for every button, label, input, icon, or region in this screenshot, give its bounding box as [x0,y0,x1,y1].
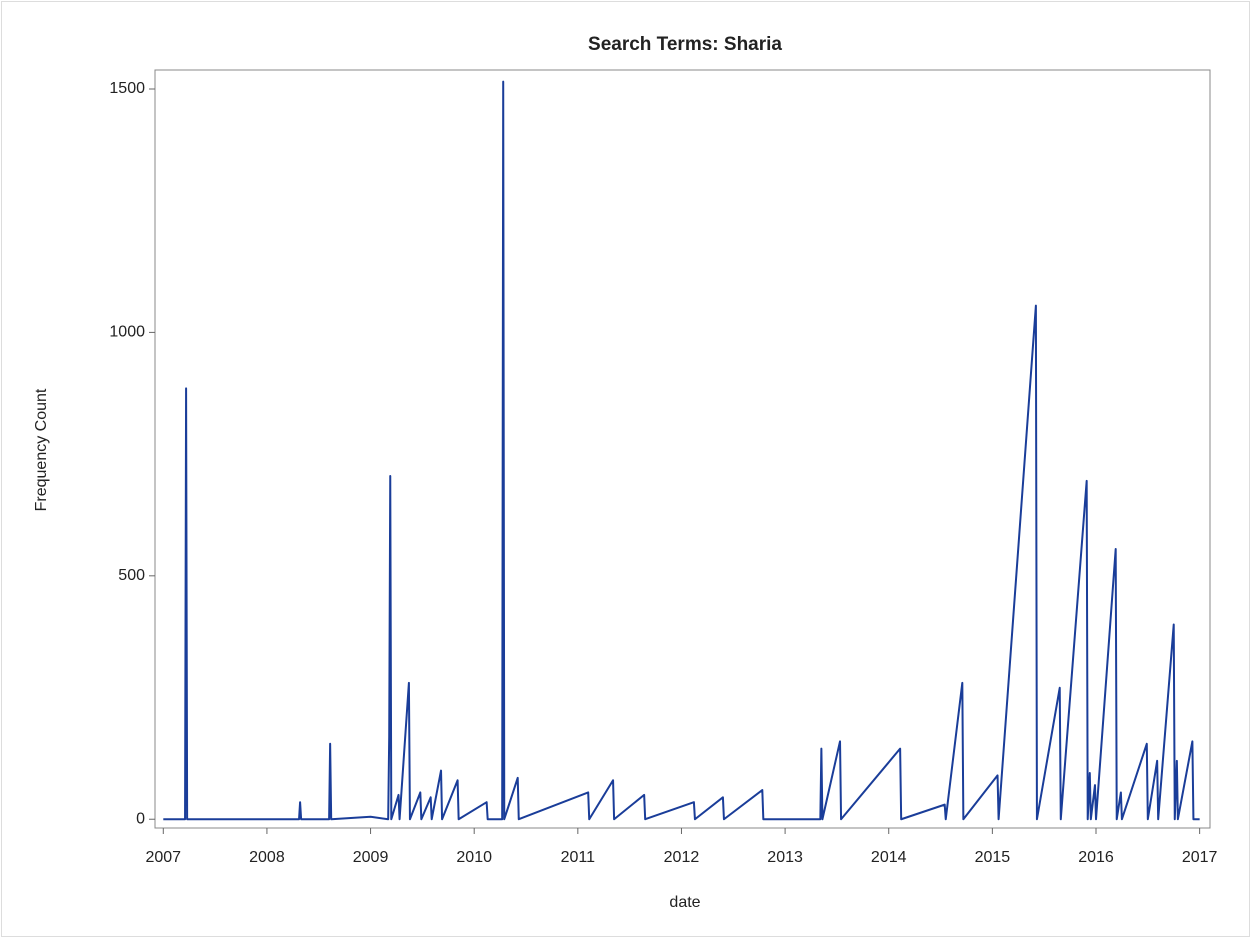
x-tick-label: 2017 [1182,849,1218,866]
x-tick-label: 2016 [1078,849,1114,866]
x-tick-label: 2012 [664,849,700,866]
x-axis-label: date [669,894,700,911]
x-tick-label: 2011 [561,849,596,866]
x-tick-label: 2010 [456,849,492,866]
x-tick-label: 2014 [871,849,907,866]
x-tick-label: 2015 [975,849,1011,866]
x-tick-label: 2009 [353,849,389,866]
data-line [163,80,1200,821]
x-tick-label: 2007 [145,849,181,866]
y-tick-label: 1500 [109,80,145,97]
x-tick-label: 2008 [249,849,285,866]
y-tick-label: 0 [136,810,145,827]
chart-title: Search Terms: Sharia [588,34,782,55]
y-tick-label: 500 [118,567,145,584]
y-axis-label: Frequency Count [33,388,50,511]
x-tick-label: 2013 [767,849,803,866]
plot-frame [154,69,1211,829]
y-tick-label: 1000 [109,324,145,341]
